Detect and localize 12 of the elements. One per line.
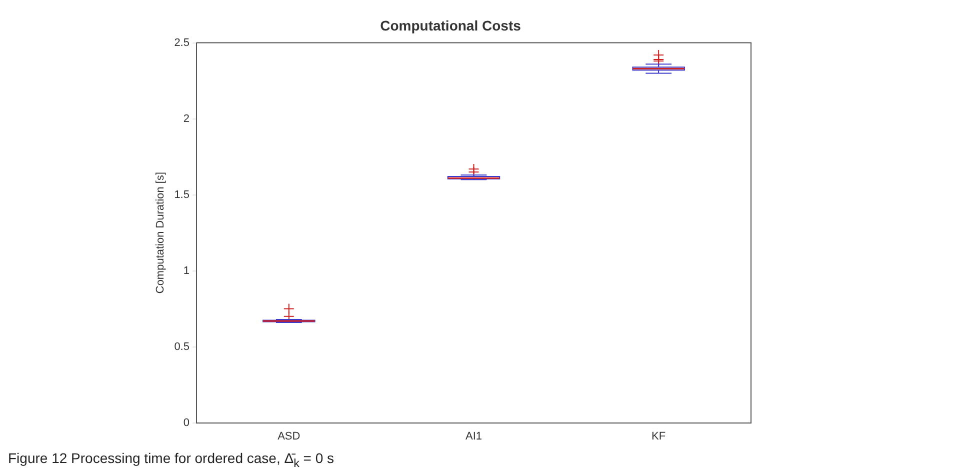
y-tick-label: 0 xyxy=(183,416,190,429)
chart-title: Computational Costs xyxy=(380,17,522,34)
y-axis-title: Computation Duration [s] xyxy=(154,172,167,294)
y-tick-label: 2 xyxy=(183,112,190,125)
caption: Figure 12 Processing time for ordered case, Δ̄$_{k}$ = 0 s xyxy=(8,450,334,470)
x-tick-label: ASD xyxy=(278,430,300,442)
y-tick-label: 1.5 xyxy=(174,188,190,201)
x-tick-label: AI1 xyxy=(465,430,482,442)
y-tick-label: 2.5 xyxy=(174,36,190,49)
y-tick-label: 0.5 xyxy=(174,340,190,353)
y-tick-label: 1 xyxy=(183,264,190,277)
x-tick-label: KF xyxy=(652,430,666,442)
